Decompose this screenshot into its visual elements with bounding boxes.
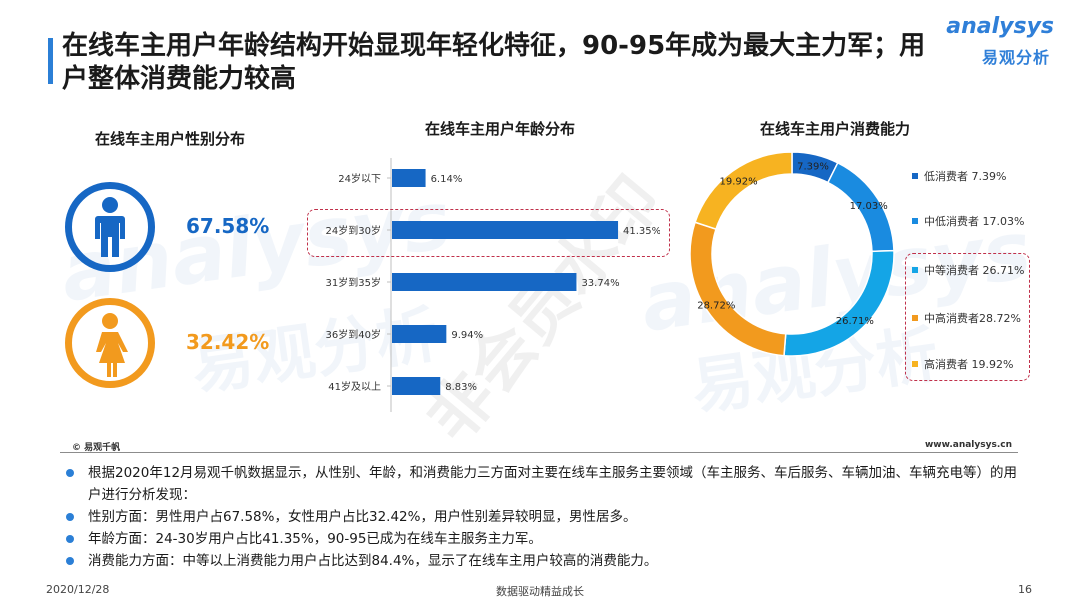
legend-item: 低消费者 7.39% (912, 168, 1006, 184)
logo-cn-text: 易观分析 (981, 48, 1050, 67)
age-bar (392, 377, 441, 395)
donut-slice (689, 221, 787, 357)
legend-swatch (912, 218, 918, 224)
gender-section-title: 在线车主用户性别分布 (94, 130, 245, 148)
age-chart-title: 在线车主用户年龄分布 (424, 120, 575, 138)
age-category-label: 31岁到35岁 (326, 276, 381, 289)
donut-value-label: 17.03% (850, 201, 888, 212)
male-person-icon (95, 197, 125, 257)
age-category-label: 24岁以下 (338, 172, 381, 185)
analysys-logo: analysys 易观分析 (946, 14, 1060, 72)
bullet-dot-icon (66, 535, 74, 543)
age-highlight-box (307, 209, 670, 257)
finding-item: 消费能力方面：中等以上消费能力用户占比达到84.4%，显示了在线车主用户较高的消… (62, 550, 1022, 572)
finding-text: 消费能力方面：中等以上消费能力用户占比达到84.4%，显示了在线车主用户较高的消… (88, 553, 658, 569)
donut-slice (694, 151, 793, 231)
age-bar (392, 325, 447, 343)
legend-label: 高消费者 19.92% (924, 358, 1014, 371)
legend-swatch (912, 361, 918, 367)
female-icon-circle (65, 298, 155, 388)
age-bar (392, 169, 426, 187)
age-value-label: 41.35% (623, 226, 660, 237)
legend-swatch (912, 315, 918, 321)
page-date: 2020/12/28 (46, 583, 110, 596)
title-accent-bar (48, 38, 53, 84)
female-person-icon (96, 313, 128, 377)
bullet-dot-icon (66, 557, 74, 565)
female-percentage: 32.42% (186, 330, 270, 354)
legend-label: 中等消费者 26.71% (924, 264, 1025, 277)
donut-value-label: 7.39% (797, 161, 829, 172)
legend-swatch (912, 267, 918, 273)
donut-value-label: 28.72% (697, 300, 735, 311)
finding-text: 年龄方面：24-30岁用户占比41.35%，90-95已成为在线车主服务主力军。 (88, 531, 542, 547)
finding-item: 性别方面：男性用户占67.58%，女性用户占比32.42%，用户性别差异较明显，… (62, 506, 1022, 528)
age-value-label: 33.74% (581, 278, 619, 289)
legend-item: 高消费者 19.92% (912, 356, 1013, 372)
donut-value-label: 19.92% (720, 176, 758, 187)
bullet-dot-icon (66, 469, 74, 477)
page-title: 在线车主用户年龄结构开始显现年轻化特征，90-95年成为最大主力军；用户整体消费… (62, 31, 926, 94)
finding-item: 年龄方面：24-30岁用户占比41.35%，90-95已成为在线车主服务主力军。 (62, 528, 1022, 550)
male-percentage: 67.58% (186, 214, 270, 238)
age-category-label: 24岁到30岁 (326, 224, 381, 237)
page-number: 16 (1018, 583, 1032, 596)
legend-item: 中低消费者 17.03% (912, 213, 1024, 229)
consumption-highlight-box (905, 253, 1030, 381)
age-value-label: 6.14% (431, 174, 463, 185)
bullet-dot-icon (66, 513, 74, 521)
male-icon-circle (65, 182, 155, 272)
legend-item: 中等消费者 26.71% (912, 262, 1024, 278)
age-category-label: 41岁及以上 (328, 380, 381, 393)
legend-label: 低消费者 7.39% (924, 170, 1007, 183)
age-bar (392, 221, 619, 239)
consumption-donut-chart: 7.39% 17.03% 26.71% 28.72% 19.92% (689, 151, 895, 357)
age-bar-chart: 24岁以下 6.14% 24岁到30岁 41.35% 31岁到35岁 33.74% 36岁到… (326, 158, 660, 412)
source-note: © 易观千帆 (72, 443, 121, 453)
donut-value-label: 26.71% (836, 316, 874, 327)
legend-label: 中低消费者 17.03% (924, 215, 1025, 228)
footer-divider (60, 452, 1018, 453)
page-slogan: 数据驱动精益成长 (496, 585, 584, 598)
consumption-chart-title: 在线车主用户消费能力 (759, 120, 910, 138)
findings-list: 根据2020年12月易观千帆数据显示，从性别、年龄，和消费能力三方面对主要在线车… (62, 462, 1022, 572)
legend-swatch (912, 173, 918, 179)
finding-item: 根据2020年12月易观千帆数据显示，从性别、年龄，和消费能力三方面对主要在线车… (62, 462, 1022, 506)
finding-text: 性别方面：男性用户占67.58%，女性用户占比32.42%，用户性别差异较明显，… (88, 509, 637, 525)
age-category-label: 36岁到40岁 (326, 328, 381, 341)
legend-label: 中高消费者28.72% (924, 312, 1021, 325)
age-value-label: 9.94% (451, 330, 483, 341)
age-value-label: 8.83% (445, 382, 477, 393)
donut-slice (783, 249, 895, 357)
age-bar (392, 273, 577, 291)
legend-item: 中高消费者28.72% (912, 310, 1021, 326)
finding-text: 根据2020年12月易观千帆数据显示，从性别、年龄，和消费能力三方面对主要在线车… (88, 465, 1018, 503)
source-url: www.analysys.cn (924, 440, 1012, 450)
logo-en-text: analysys (946, 14, 1054, 39)
